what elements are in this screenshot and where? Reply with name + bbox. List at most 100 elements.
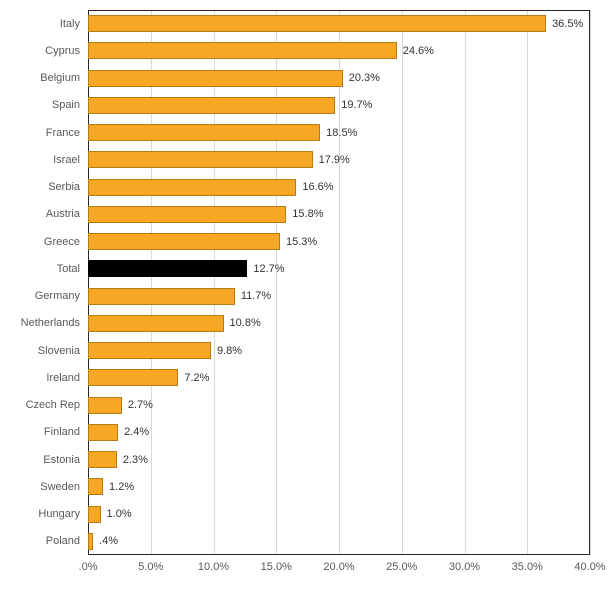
y-axis-label: Israel xyxy=(0,154,80,166)
bar-row: Sweden 1.2% xyxy=(0,473,610,500)
bar-cell: 2.3% xyxy=(88,446,148,473)
bar-data-label: 16.6% xyxy=(302,181,333,193)
bar-cell: 36.5% xyxy=(88,10,583,37)
bar-data-label: 15.8% xyxy=(292,208,323,220)
bar-data-label: 18.5% xyxy=(326,127,357,139)
y-axis-label: Netherlands xyxy=(0,317,80,329)
bar-data-label: 20.3% xyxy=(349,72,380,84)
bar-cell: 15.3% xyxy=(88,228,317,255)
bar-row: Hungary 1.0% xyxy=(0,501,610,528)
y-axis-label: Estonia xyxy=(0,454,80,466)
bar-cell: 10.8% xyxy=(88,310,261,337)
bar-row: Poland .4% xyxy=(0,528,610,555)
bar-cell: .4% xyxy=(88,528,118,555)
chart-container: .0%5.0%10.0%15.0%20.0%25.0%30.0%35.0%40.… xyxy=(0,0,610,597)
bar-cell: 16.6% xyxy=(88,174,334,201)
bar-cell: 19.7% xyxy=(88,92,372,119)
bar-cell: 18.5% xyxy=(88,119,357,146)
bar xyxy=(88,233,280,250)
bar-row: Serbia 16.6% xyxy=(0,174,610,201)
y-axis-label: Slovenia xyxy=(0,345,80,357)
bar xyxy=(88,424,118,441)
bar xyxy=(88,533,93,550)
bar-data-label: 2.3% xyxy=(123,454,148,466)
bar-row: Spain 19.7% xyxy=(0,92,610,119)
bar-row: Finland 2.4% xyxy=(0,419,610,446)
bar-row: France 18.5% xyxy=(0,119,610,146)
y-axis-label: Serbia xyxy=(0,181,80,193)
bar-cell: 7.2% xyxy=(88,364,209,391)
bar xyxy=(88,42,397,59)
y-axis-label: Germany xyxy=(0,290,80,302)
bar-cell: 2.7% xyxy=(88,392,153,419)
bar-row: Germany 11.7% xyxy=(0,283,610,310)
bar-row: Slovenia 9.8% xyxy=(0,337,610,364)
bar xyxy=(88,206,286,223)
bar xyxy=(88,315,224,332)
y-axis-label: Spain xyxy=(0,99,80,111)
y-axis-label: Sweden xyxy=(0,481,80,493)
bar xyxy=(88,15,546,32)
bar-data-label: 1.2% xyxy=(109,481,134,493)
x-tick-label: 5.0% xyxy=(138,561,163,573)
x-tick-label: 35.0% xyxy=(512,561,543,573)
y-axis-label: Italy xyxy=(0,18,80,30)
y-axis-label: Poland xyxy=(0,535,80,547)
bar-row: Cyprus24.6% xyxy=(0,37,610,64)
bar xyxy=(88,506,101,523)
x-tick-label: 10.0% xyxy=(198,561,229,573)
bar xyxy=(88,70,343,87)
y-axis-label: Greece xyxy=(0,236,80,248)
bar-data-label: 1.0% xyxy=(107,508,132,520)
bar-cell: 2.4% xyxy=(88,419,149,446)
bar-data-label: .4% xyxy=(99,535,118,547)
x-tick-label: 30.0% xyxy=(449,561,480,573)
bar-row: Netherlands 10.8% xyxy=(0,310,610,337)
bar-data-label: 2.4% xyxy=(124,426,149,438)
bar xyxy=(88,342,211,359)
bar-data-label: 17.9% xyxy=(319,154,350,166)
bar-cell: 24.6% xyxy=(88,37,434,64)
bar-data-label: 12.7% xyxy=(253,263,284,275)
bar xyxy=(88,397,122,414)
bar xyxy=(88,478,103,495)
bar-data-label: 2.7% xyxy=(128,399,153,411)
y-axis-label: France xyxy=(0,127,80,139)
bar-data-label: 11.7% xyxy=(241,290,271,302)
bar-cell: 15.8% xyxy=(88,201,323,228)
bar xyxy=(88,288,235,305)
bar-row: Total 12.7% xyxy=(0,255,610,282)
bar-data-label: 7.2% xyxy=(184,372,209,384)
bar-row: Israel 17.9% xyxy=(0,146,610,173)
y-axis-label: Finland xyxy=(0,426,80,438)
bar-row: Czech Rep 2.7% xyxy=(0,392,610,419)
y-axis-label: Austria xyxy=(0,208,80,220)
bar-row: Italy 36.5% xyxy=(0,10,610,37)
bar-data-label: 24.6% xyxy=(403,45,434,57)
bar-row: Austria 15.8% xyxy=(0,201,610,228)
x-tick-label: 40.0% xyxy=(574,561,605,573)
bar-row: Greece 15.3% xyxy=(0,228,610,255)
x-tick-label: 25.0% xyxy=(386,561,417,573)
bar-row: Belgium20.3% xyxy=(0,65,610,92)
bar-row: Estonia 2.3% xyxy=(0,446,610,473)
bar xyxy=(88,260,247,277)
bar-cell: 20.3% xyxy=(88,65,380,92)
y-axis-label: Ireland xyxy=(0,372,80,384)
y-axis-label: Czech Rep xyxy=(0,399,80,411)
bar xyxy=(88,451,117,468)
bar-cell: 1.2% xyxy=(88,473,134,500)
bar xyxy=(88,97,335,114)
bar xyxy=(88,179,296,196)
bar xyxy=(88,151,313,168)
bar-cell: 11.7% xyxy=(88,283,271,310)
y-axis-label: Total xyxy=(0,263,80,275)
bar xyxy=(88,124,320,141)
y-axis-label: Hungary xyxy=(0,508,80,520)
bar-data-label: 19.7% xyxy=(341,99,372,111)
x-tick-label: 20.0% xyxy=(323,561,354,573)
bar-cell: 12.7% xyxy=(88,255,285,282)
bar xyxy=(88,369,178,386)
bar-cell: 1.0% xyxy=(88,501,132,528)
bar-data-label: 9.8% xyxy=(217,345,242,357)
